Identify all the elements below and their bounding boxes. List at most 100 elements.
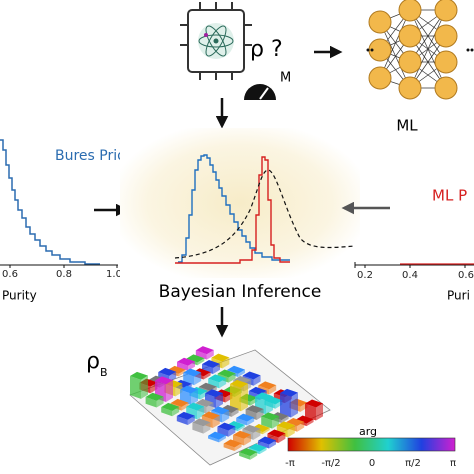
bar-top — [245, 405, 264, 414]
bar-front — [194, 372, 202, 386]
bar-side — [280, 393, 291, 418]
bar-top — [217, 422, 236, 431]
bar-top — [145, 392, 164, 401]
nn-dot — [370, 48, 374, 52]
bar-top — [176, 411, 195, 420]
bar-front — [259, 447, 267, 455]
bar-front — [216, 393, 223, 409]
bar-top — [183, 368, 202, 377]
tick-marks — [9, 265, 118, 268]
bar-top — [201, 411, 220, 420]
bar-side — [195, 350, 207, 360]
bar-front — [212, 415, 220, 429]
bar-top — [192, 368, 211, 377]
bar-side — [208, 435, 219, 443]
bar-front — [269, 385, 277, 395]
bar-side — [261, 416, 273, 429]
bar-top — [236, 413, 255, 422]
bar-front — [178, 369, 186, 377]
bar-top — [227, 365, 245, 374]
bar-top — [170, 398, 189, 407]
colorbar-tick: π/2 — [405, 458, 421, 469]
bar-front — [166, 380, 173, 402]
nn-node — [434, 0, 458, 22]
bar-side — [233, 434, 244, 446]
bar-front — [316, 403, 323, 421]
nn-node — [434, 76, 458, 100]
chip-icon — [180, 2, 252, 80]
bar-side — [161, 407, 173, 417]
bar-top — [214, 389, 233, 398]
density-matrix-plot — [129, 346, 331, 466]
bar-front — [306, 419, 314, 427]
bar-front — [222, 357, 230, 369]
bar-top — [180, 385, 198, 394]
bar-front — [287, 425, 295, 438]
bar-front — [187, 415, 195, 425]
glow — [120, 128, 360, 278]
bar-top — [130, 371, 148, 380]
panel-title: ML P — [432, 187, 467, 205]
bar-front — [222, 410, 230, 423]
tick-label: 0.8 — [56, 269, 72, 280]
bar-side — [245, 409, 257, 420]
bar-side — [202, 364, 213, 374]
tick-marks — [364, 265, 466, 268]
measurement-label: M — [280, 71, 291, 86]
bar-front — [272, 416, 280, 429]
bar-front — [141, 375, 148, 399]
nn-edge — [379, 9, 411, 79]
bar-front — [231, 408, 239, 417]
rho-symbol: ρ — [86, 349, 100, 374]
bar-top — [258, 381, 277, 390]
bar-front — [213, 363, 220, 374]
bar-top — [270, 412, 289, 421]
tick-label: 0.2 — [357, 270, 373, 281]
bar-top — [255, 392, 273, 401]
panel-title: Bures Prior — [55, 148, 132, 164]
tick-label: 0.4 — [402, 270, 418, 281]
bar-top — [248, 443, 267, 452]
bar-front — [262, 427, 270, 435]
bar-top — [233, 375, 252, 385]
bar-top — [242, 371, 261, 380]
nn-dot — [466, 48, 470, 52]
nn-node — [398, 24, 422, 48]
nn-node — [434, 50, 458, 74]
bar-top — [223, 439, 242, 448]
bar-side — [176, 416, 188, 425]
bar-side — [230, 384, 241, 412]
bar-front — [234, 443, 242, 452]
center-label: Bayesian Inference — [159, 282, 322, 302]
bar-top — [211, 353, 230, 362]
bar-front — [256, 408, 264, 420]
bar-top — [242, 424, 261, 433]
bar-front — [238, 369, 245, 378]
bar-front — [203, 372, 211, 380]
colorbar-tick: 0 — [369, 458, 375, 469]
bar-side — [217, 426, 229, 437]
bar-top — [230, 379, 248, 388]
nn-dot — [470, 48, 474, 52]
bar-top — [158, 367, 177, 376]
bar-top — [261, 412, 280, 421]
bar-front — [206, 402, 214, 414]
axis-label: Purity — [2, 289, 37, 303]
bar-front — [253, 375, 261, 386]
bar-side — [236, 417, 248, 426]
bar-top — [202, 359, 220, 369]
neural-network — [366, 0, 474, 100]
bar-top — [167, 365, 186, 374]
bar-top — [161, 402, 180, 411]
bar-front — [297, 421, 305, 432]
bar-top — [276, 421, 295, 430]
rho-subscript: B — [100, 366, 108, 379]
bar-front — [244, 434, 251, 446]
posterior-histogram — [178, 154, 290, 263]
bar-front — [197, 358, 205, 366]
bar-side — [192, 422, 204, 434]
bar-front — [219, 378, 227, 389]
bar-front — [156, 396, 164, 408]
bar-front — [188, 361, 195, 371]
bar-top — [258, 436, 276, 445]
